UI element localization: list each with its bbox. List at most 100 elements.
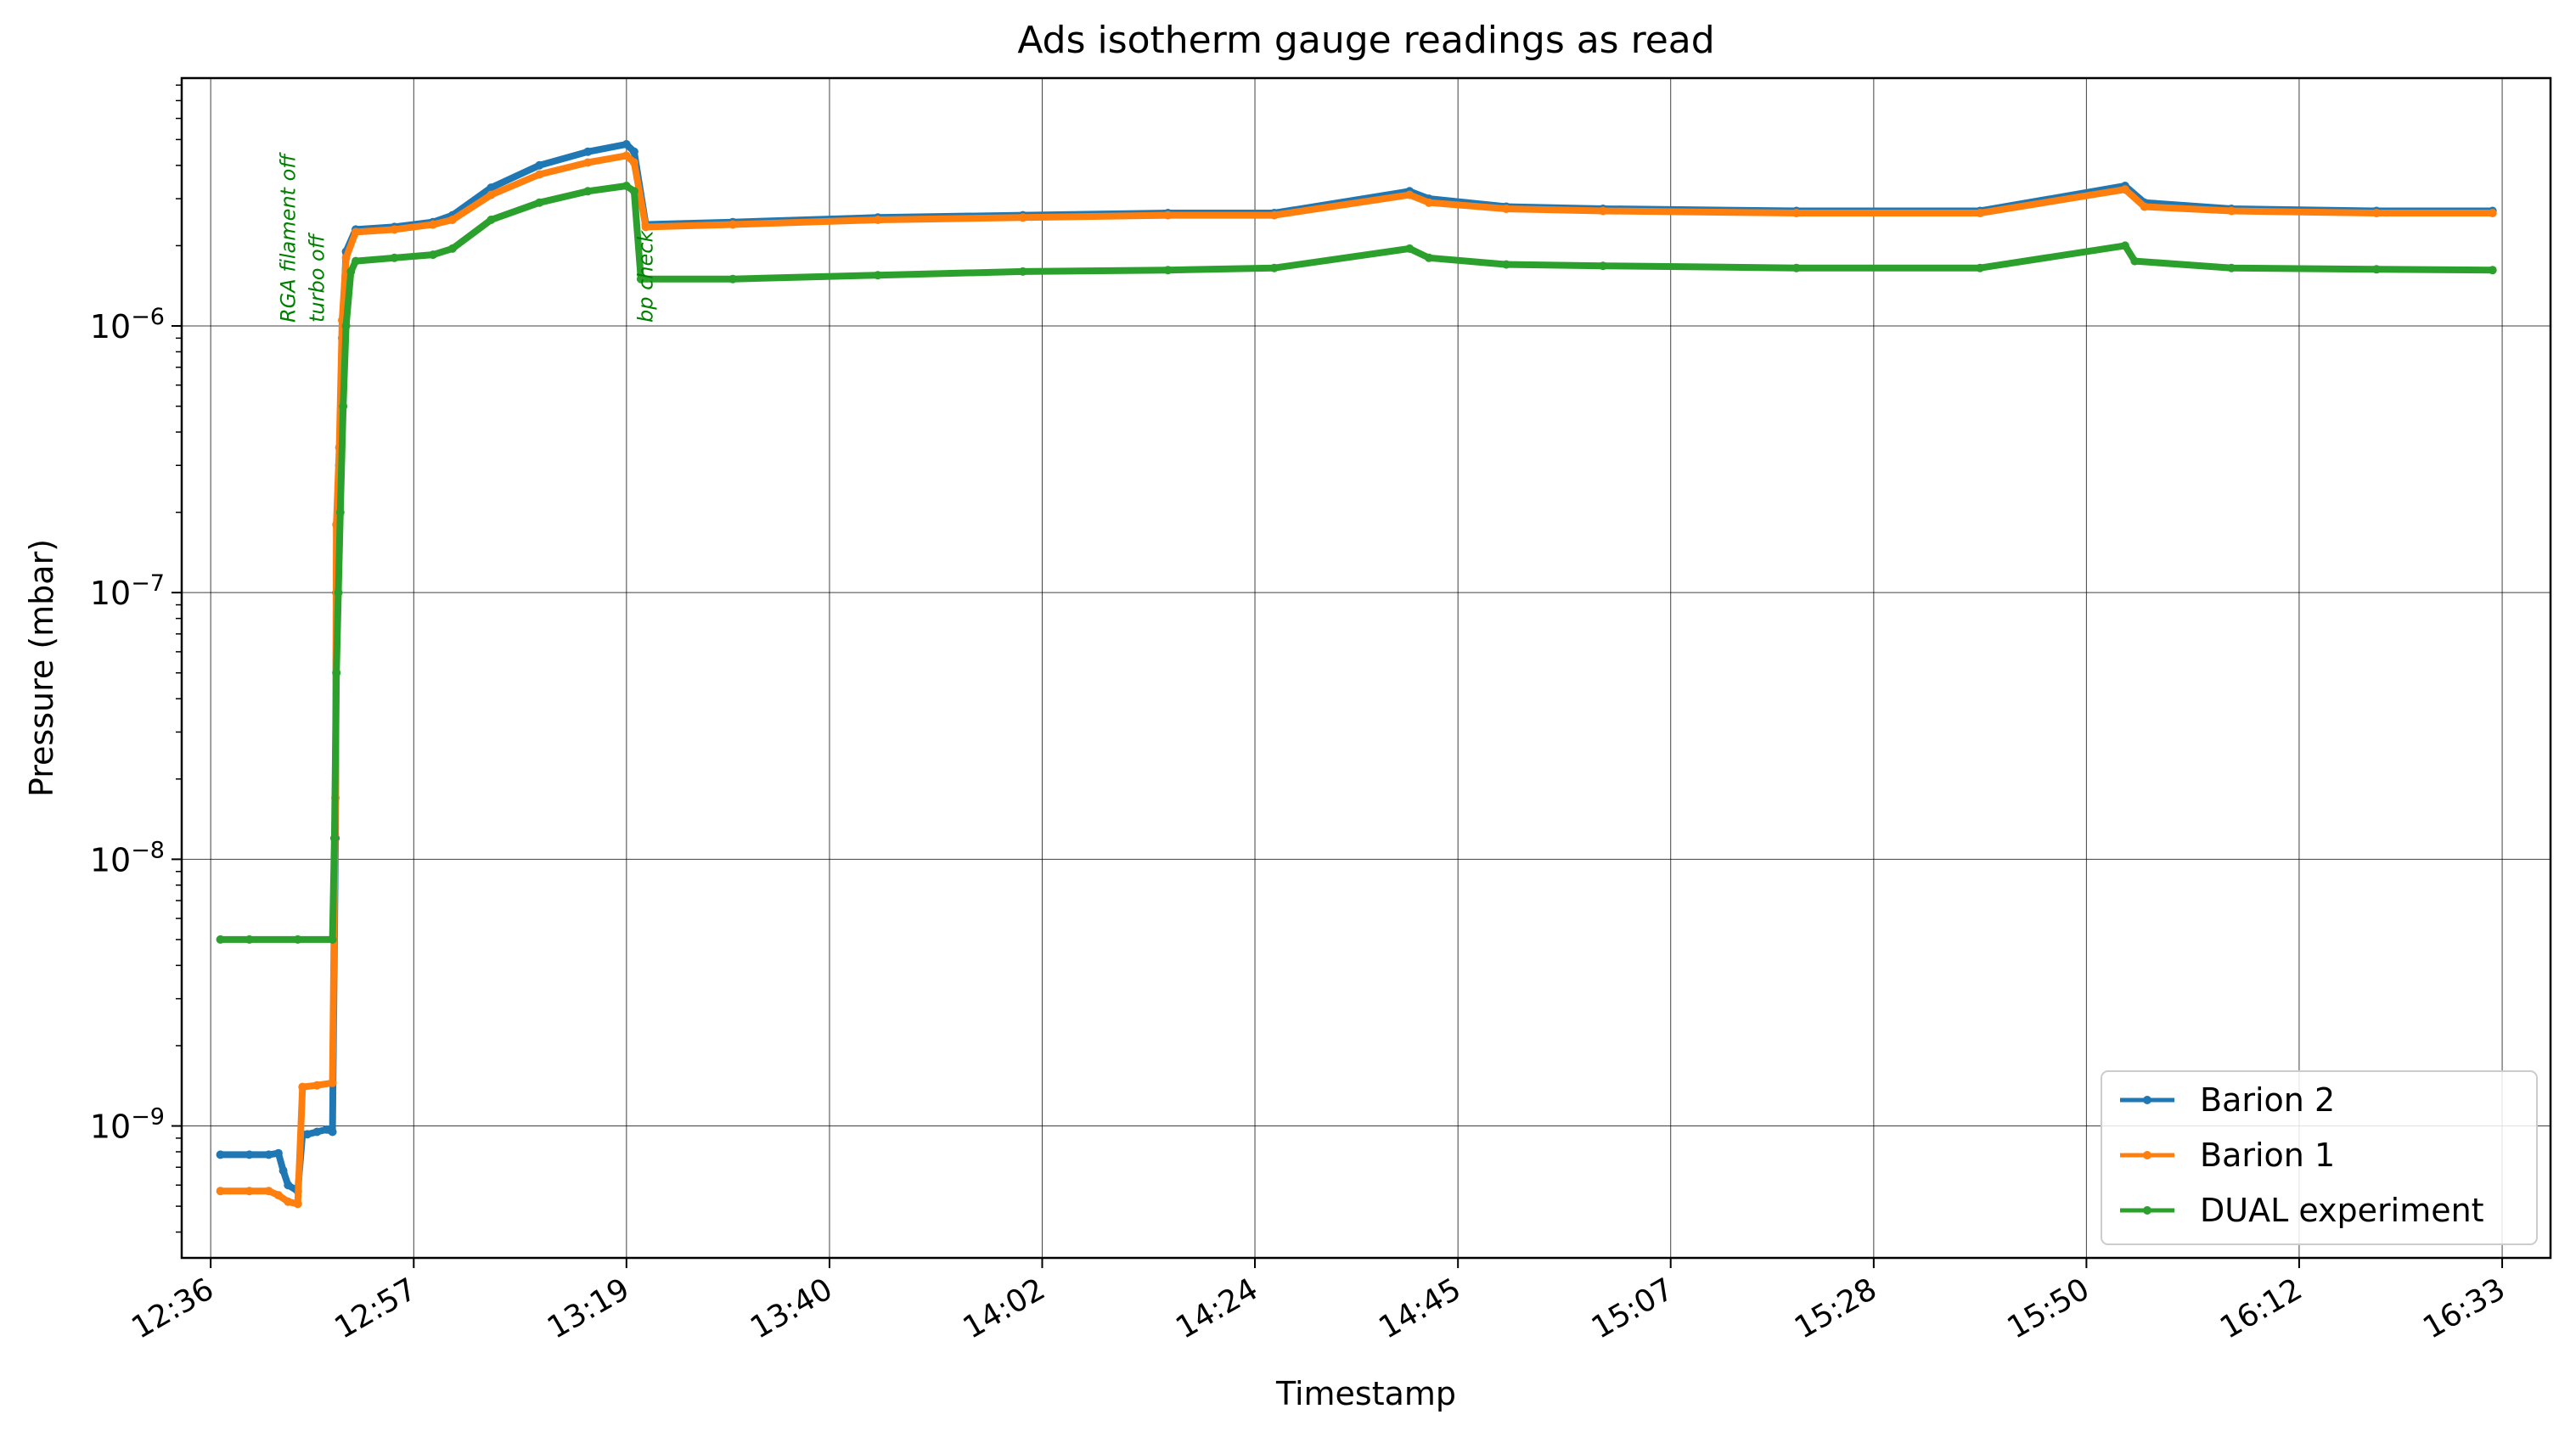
data-point — [629, 187, 638, 196]
series-3 — [216, 182, 2497, 944]
data-point — [1018, 213, 1027, 222]
legend: Barion 2 Barion 1 DUAL experiment — [2101, 1070, 2538, 1245]
data-point — [583, 158, 593, 167]
data-point — [1405, 190, 1415, 199]
data-point — [312, 1127, 322, 1137]
y-tick-label: 10−8 — [90, 837, 165, 878]
data-point — [312, 1081, 322, 1090]
legend-marker — [2143, 1206, 2151, 1215]
data-point — [273, 1148, 283, 1158]
data-point — [1599, 261, 1607, 271]
data-point — [328, 1078, 337, 1087]
legend-box — [2101, 1070, 2538, 1245]
grid-layer — [182, 78, 2551, 1258]
data-point — [245, 1150, 254, 1159]
data-point — [487, 183, 496, 193]
data-point — [873, 216, 882, 224]
data-point — [1269, 263, 1279, 272]
y-tick-label: 10−7 — [90, 570, 165, 612]
data-point — [447, 216, 457, 224]
data-point — [2372, 209, 2381, 217]
data-point — [1163, 266, 1173, 275]
data-point — [1425, 253, 1433, 262]
data-point — [429, 220, 438, 229]
data-point — [1791, 263, 1801, 272]
data-point — [728, 220, 738, 229]
legend-label: DUAL experiment — [2200, 1192, 2484, 1229]
series-2 — [216, 151, 2497, 1209]
data-point — [1599, 206, 1607, 216]
data-point — [273, 1191, 283, 1200]
data-point — [487, 190, 496, 199]
annotation-layer: RGA filament off turbo off bp check — [276, 152, 657, 323]
series-layer — [216, 140, 2497, 1209]
data-point — [2488, 209, 2497, 217]
data-point — [1405, 244, 1415, 253]
data-point — [245, 935, 254, 944]
data-point — [1163, 210, 1173, 220]
x-axis-label: Timestamp — [1275, 1375, 1456, 1412]
data-point — [264, 1187, 273, 1196]
data-point — [535, 170, 544, 179]
data-point — [2488, 266, 2497, 275]
data-point — [535, 160, 544, 170]
data-point — [278, 1166, 288, 1176]
data-point — [335, 508, 345, 517]
data-point — [583, 147, 593, 156]
data-point — [303, 1130, 312, 1139]
legend-item: Barion 1 — [2120, 1137, 2335, 1174]
legend-label: Barion 2 — [2200, 1081, 2335, 1119]
data-point — [873, 271, 882, 280]
legend-marker — [2143, 1096, 2151, 1104]
data-point — [1425, 198, 1433, 207]
data-point — [284, 1181, 293, 1190]
y-axis-label: Pressure (mbar) — [23, 539, 60, 797]
data-point — [629, 147, 638, 156]
chart-title: Ads isotherm gauge readings as read — [1017, 19, 1714, 62]
series-line — [217, 152, 2496, 1208]
data-point — [429, 250, 438, 260]
data-point — [2140, 202, 2149, 211]
data-point — [341, 322, 351, 330]
data-point — [352, 256, 360, 266]
data-point — [341, 253, 351, 262]
data-point — [622, 151, 631, 160]
data-point — [390, 253, 399, 262]
data-point — [334, 588, 343, 598]
data-point — [264, 1150, 273, 1159]
data-point — [1502, 205, 1511, 213]
data-point — [346, 267, 356, 276]
data-point — [1976, 263, 1985, 272]
annotation: turbo off — [305, 232, 329, 323]
data-point — [298, 1082, 307, 1092]
data-point — [2372, 265, 2381, 274]
data-point — [535, 198, 544, 207]
data-point — [293, 1199, 302, 1209]
data-point — [284, 1197, 293, 1206]
data-point — [352, 227, 360, 237]
data-point — [1976, 209, 1985, 217]
data-point — [329, 834, 339, 843]
data-point — [636, 274, 645, 283]
y-tick-label: 10−9 — [90, 1104, 165, 1146]
data-point — [728, 274, 738, 283]
data-point — [216, 1187, 225, 1196]
data-point — [1018, 267, 1027, 276]
annotation: RGA filament off — [276, 152, 300, 323]
data-point — [216, 1150, 225, 1159]
data-point — [390, 225, 399, 234]
data-point — [245, 1187, 254, 1196]
data-point — [641, 222, 650, 232]
data-point — [2227, 263, 2236, 272]
data-point — [1269, 210, 1279, 220]
data-point — [1791, 209, 1801, 217]
data-point — [629, 158, 638, 167]
data-point — [328, 935, 337, 944]
data-point — [328, 1127, 337, 1137]
data-point — [2120, 185, 2129, 194]
plot-frame — [180, 76, 2552, 1260]
data-point — [216, 935, 225, 944]
legend-marker — [2143, 1151, 2151, 1159]
data-point — [2120, 241, 2129, 250]
